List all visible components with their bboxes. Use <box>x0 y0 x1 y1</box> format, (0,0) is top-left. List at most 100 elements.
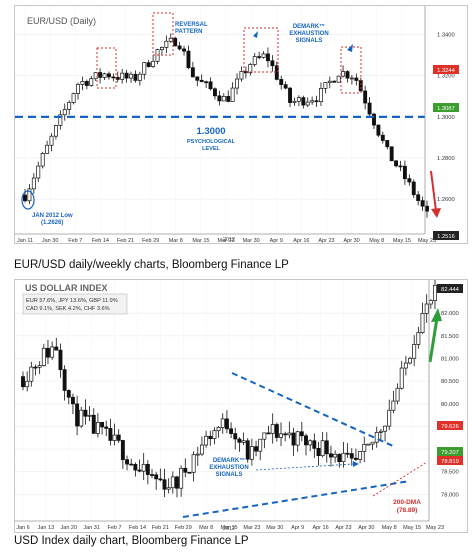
candle <box>312 433 317 458</box>
candle-body <box>374 432 379 443</box>
candle <box>433 277 437 309</box>
candle-body <box>224 418 229 430</box>
candle <box>248 62 253 76</box>
candle <box>70 393 75 415</box>
candle <box>41 343 46 367</box>
candle <box>362 436 367 463</box>
candle <box>142 61 147 80</box>
candle <box>245 438 250 463</box>
candle-body <box>29 366 34 382</box>
candle-body <box>25 380 30 388</box>
candle <box>363 85 368 110</box>
candle-body <box>120 440 125 460</box>
up-arrow-line <box>428 317 439 363</box>
candle-body <box>226 96 231 102</box>
price-badge-label: 1.3087 <box>437 106 455 112</box>
candle-body <box>387 409 392 427</box>
dxy-weights-line-2: CAD 9.1%, SEK 4.2%, CHF 3.6% <box>26 306 110 312</box>
candle-body <box>349 77 354 80</box>
candle <box>168 33 173 44</box>
candle <box>252 52 257 67</box>
candle <box>33 364 38 376</box>
candle <box>199 436 204 457</box>
candle-body <box>146 62 151 67</box>
candle-body <box>162 479 167 490</box>
candle-body <box>257 56 262 58</box>
candle <box>394 160 399 168</box>
candle <box>141 452 146 481</box>
candle <box>399 361 404 390</box>
candle <box>46 339 50 364</box>
candle-body <box>150 474 154 476</box>
candle <box>45 140 50 154</box>
candle-body <box>230 87 235 102</box>
candle-body <box>287 432 292 436</box>
dxy-candles <box>21 277 437 498</box>
candle <box>270 55 275 72</box>
x-tick-label: Apr 9 <box>291 525 304 531</box>
candle <box>54 337 59 351</box>
candle-body <box>142 62 147 75</box>
candle <box>208 430 213 446</box>
candle <box>106 71 111 80</box>
candle-body <box>424 303 429 314</box>
candle <box>308 439 313 452</box>
candle <box>235 73 239 95</box>
candle <box>133 70 138 83</box>
candle-body <box>266 432 271 435</box>
candle <box>425 200 429 218</box>
price-badge <box>437 456 463 465</box>
price-badge-label: 79.207 <box>441 450 459 456</box>
candle-body <box>299 431 304 437</box>
candle-body <box>79 409 84 427</box>
candle-body <box>283 84 288 89</box>
candle-body <box>133 464 138 471</box>
candle <box>129 71 133 83</box>
candle <box>108 418 113 446</box>
candle-body <box>116 434 121 441</box>
candle-body <box>98 72 103 78</box>
candle-body <box>235 78 239 89</box>
candle <box>354 73 359 86</box>
x-tick-label: May 23 <box>418 238 436 243</box>
candle-body <box>168 37 173 42</box>
candle <box>36 161 41 183</box>
candle-body <box>398 165 403 168</box>
candle <box>84 79 89 90</box>
candle-body <box>301 97 306 106</box>
candle-body <box>312 440 317 449</box>
level-sub-label-2: LEVEL <box>202 146 220 152</box>
candle-body <box>363 90 368 104</box>
candle-body <box>279 433 283 438</box>
y-tick-label: 1.3000 <box>437 115 455 121</box>
candle <box>262 432 267 449</box>
candle-body <box>133 73 138 81</box>
dxy-caption: USD Index daily chart, Bloomberg Finance… <box>14 535 249 547</box>
candle <box>376 124 381 137</box>
candle-body <box>158 478 163 481</box>
candle-body <box>292 100 297 103</box>
candle-body <box>186 50 191 69</box>
candle-body <box>49 135 54 146</box>
candle-body <box>120 72 125 80</box>
dxy-demark-label-2: EXHAUSTION <box>209 465 248 471</box>
dxy-weights-line-1: EUR 57.6%, JPY 13.6%, GBP 11.9% <box>26 298 118 304</box>
candle-body <box>93 72 98 80</box>
down-arrow-icon <box>431 208 441 218</box>
x-tick-label: Apr 9 <box>270 238 283 243</box>
candle-body <box>217 95 222 102</box>
candle <box>179 465 184 497</box>
candle-body <box>95 421 100 434</box>
candle-body <box>254 446 259 452</box>
candle-body <box>270 424 275 434</box>
dxy-chart: US DOLLAR INDEX EUR 57.6%, JPY 13.6%, GB… <box>15 277 463 532</box>
candle-body <box>53 125 58 137</box>
candle <box>71 92 76 105</box>
candle-body <box>54 346 59 351</box>
candle <box>100 421 105 435</box>
candle-body <box>332 80 337 83</box>
candle <box>170 471 175 494</box>
candle <box>349 75 354 85</box>
candle-body <box>129 73 133 79</box>
signal-box-1 <box>96 47 117 89</box>
